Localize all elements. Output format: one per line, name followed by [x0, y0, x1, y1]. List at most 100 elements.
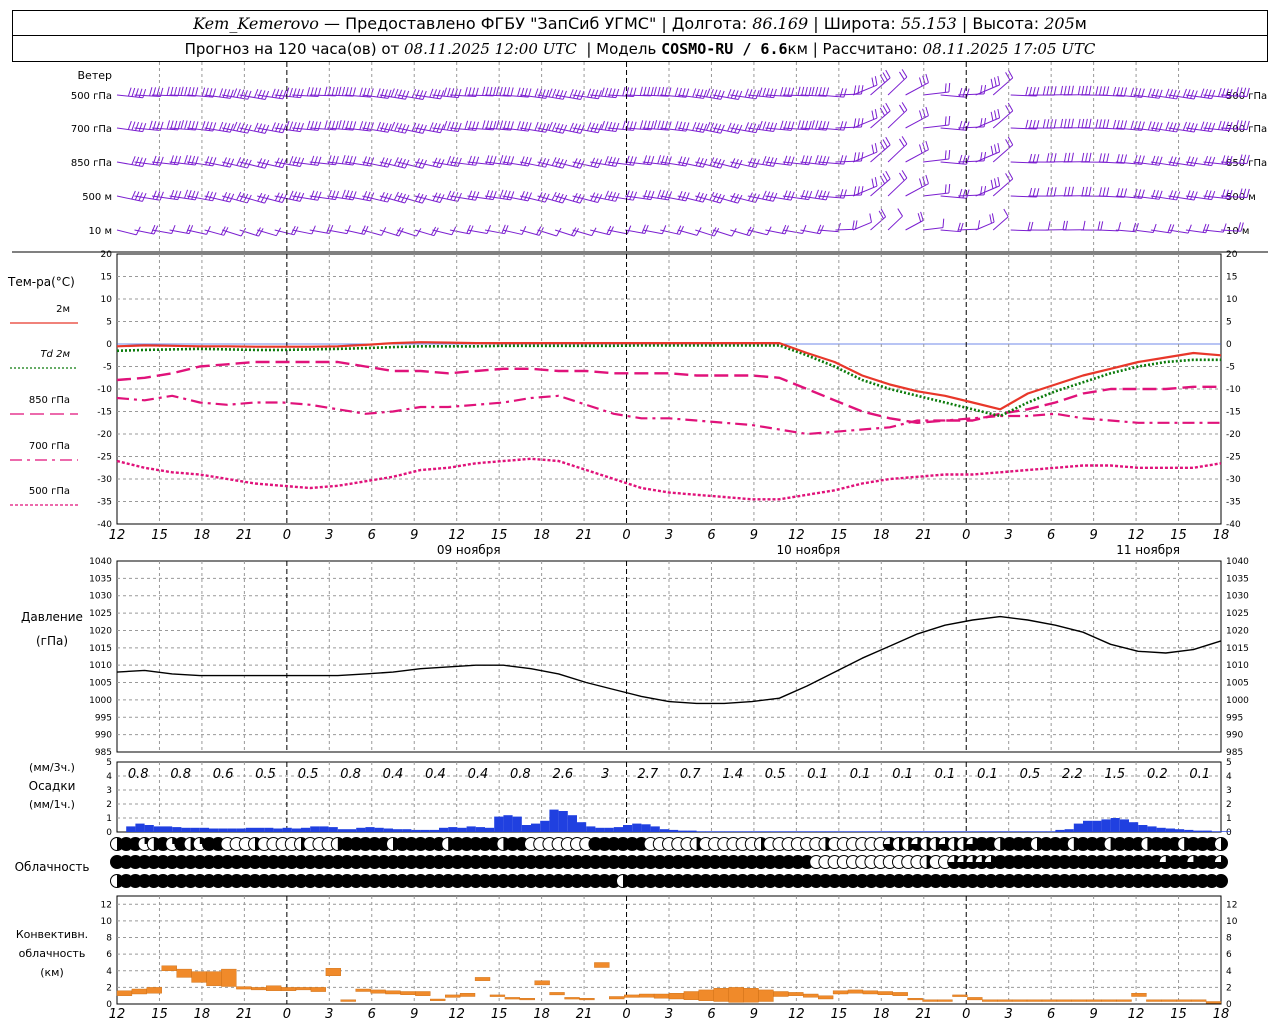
- convective-bar: [206, 971, 222, 986]
- wind-barb-feather: [1200, 121, 1205, 131]
- wind-barb: [572, 122, 603, 134]
- temp-tick-right: -35: [1226, 498, 1241, 508]
- wind-barb-shaft: [1203, 195, 1230, 200]
- wind-barb-feather: [1077, 118, 1081, 128]
- conv-tick-left: 12: [101, 900, 112, 910]
- convective-bar: [191, 971, 207, 983]
- wind-barb-feather: [676, 225, 682, 235]
- wind-barb-feather: [769, 88, 774, 98]
- wind-barb-feather: [685, 157, 690, 167]
- wind-barb-feather: [306, 120, 311, 130]
- wind-barb-shaft: [975, 151, 1000, 163]
- convective-bar: [564, 997, 580, 1000]
- wind-barb-shaft: [344, 127, 371, 132]
- wind-barb-feather: [1190, 89, 1195, 99]
- wind-barb-feather: [446, 121, 451, 131]
- wind-barb-feather: [899, 172, 905, 181]
- wind-barb-feather: [1025, 119, 1029, 129]
- wind-barb: [625, 86, 654, 97]
- wind-barb-shaft: [397, 229, 417, 237]
- wind-barb-shaft: [800, 161, 827, 166]
- wind-barb-shaft: [695, 161, 721, 169]
- precip-bar: [659, 829, 669, 832]
- wind-barb-feather: [1112, 119, 1117, 129]
- convective-bar: [146, 987, 162, 994]
- precip-bar: [466, 826, 476, 832]
- wind-barb-shaft: [940, 195, 967, 199]
- time-tick-label: 15: [491, 528, 508, 543]
- wind-barb-feather: [559, 90, 564, 99]
- wind-barb-feather: [734, 124, 739, 133]
- wind-barb-feather: [524, 191, 529, 201]
- wind-barb-shaft: [1010, 127, 1037, 130]
- wind-barb-shaft: [344, 229, 365, 235]
- wind-barb-feather: [180, 86, 184, 96]
- wind-barb-feather: [1228, 122, 1233, 131]
- wind-barb-shaft: [730, 94, 757, 100]
- wind-barb-feather: [520, 121, 525, 131]
- wind-barb-feather: [1088, 152, 1092, 162]
- wind-barb-feather: [629, 156, 634, 165]
- wind-barb: [887, 69, 908, 96]
- time-tick-label: 15: [1170, 1007, 1187, 1022]
- wind-barb-feather: [499, 120, 504, 130]
- wind-barb-shaft: [379, 161, 406, 169]
- wind-barb-shaft: [1115, 195, 1142, 199]
- forecast-label: Прогноз на 120 часа(ов) от: [184, 39, 400, 58]
- wind-barb-feather: [341, 86, 346, 96]
- wind-barb-shaft: [327, 229, 348, 235]
- wind-barb-feather: [843, 88, 847, 98]
- wind-barb: [344, 156, 375, 167]
- time-tick-label: 12: [109, 528, 126, 543]
- precip-bar: [972, 831, 982, 832]
- wind-barb: [975, 75, 1001, 96]
- wind-barb-feather: [310, 190, 315, 200]
- wind-barb-shaft: [1098, 195, 1125, 198]
- wind-barb-shaft: [590, 229, 610, 236]
- wind-barb-feather: [170, 86, 174, 96]
- precip-bar: [558, 811, 568, 832]
- wind-barb-feather: [1172, 190, 1177, 200]
- wind-barb-shaft: [695, 127, 721, 134]
- convective-bar: [310, 987, 326, 992]
- wind-barb-feather: [918, 144, 923, 154]
- wind-barb-feather: [882, 72, 888, 81]
- wind-barb: [572, 88, 602, 100]
- wind-barb-shaft: [1185, 127, 1212, 133]
- wind-barb-feather: [608, 191, 613, 201]
- convective-bar: [639, 993, 655, 998]
- precip-bar: [1046, 831, 1056, 832]
- wind-barb: [992, 69, 1014, 96]
- wind-barb-shaft: [484, 127, 511, 131]
- wind-barb-feather: [1123, 87, 1128, 97]
- wind-barb-feather: [1005, 139, 1011, 148]
- precip-bar: [475, 827, 485, 832]
- wind-barb-feather: [1003, 208, 1009, 218]
- wind-barb-feather: [1190, 156, 1195, 166]
- wind-barb-feather: [240, 123, 245, 132]
- wind-barb-feather: [545, 123, 550, 133]
- wind-barb-feather: [492, 87, 497, 97]
- wind-barb-feather: [1028, 153, 1033, 163]
- precip-bar: [1037, 831, 1047, 832]
- wind-barb-shaft: [852, 221, 872, 231]
- wind-barb-feather: [948, 82, 951, 92]
- wind-barb-feather: [702, 193, 708, 203]
- wind-barb-feather: [188, 225, 194, 234]
- wind-level-label-left: 850 гПа: [71, 158, 112, 169]
- wind-barb-shaft: [712, 127, 739, 134]
- wind-barb-shaft: [1220, 94, 1247, 98]
- time-tick-label: 15: [151, 528, 168, 543]
- wind-barb-shaft: [134, 94, 161, 98]
- convective-bar: [370, 989, 386, 994]
- wind-barb-feather: [730, 89, 736, 99]
- wind-barb-feather: [1130, 87, 1134, 97]
- lon-label: Долгота:: [671, 13, 748, 33]
- wind-barb: [432, 87, 462, 99]
- wind-barb: [1080, 86, 1110, 96]
- wind-barb-shaft: [151, 161, 178, 166]
- pressure-tick-right: 990: [1226, 731, 1243, 741]
- wind-barb-shaft: [782, 94, 809, 97]
- precip-bar: [273, 828, 283, 832]
- wind-barb-feather: [1228, 190, 1233, 199]
